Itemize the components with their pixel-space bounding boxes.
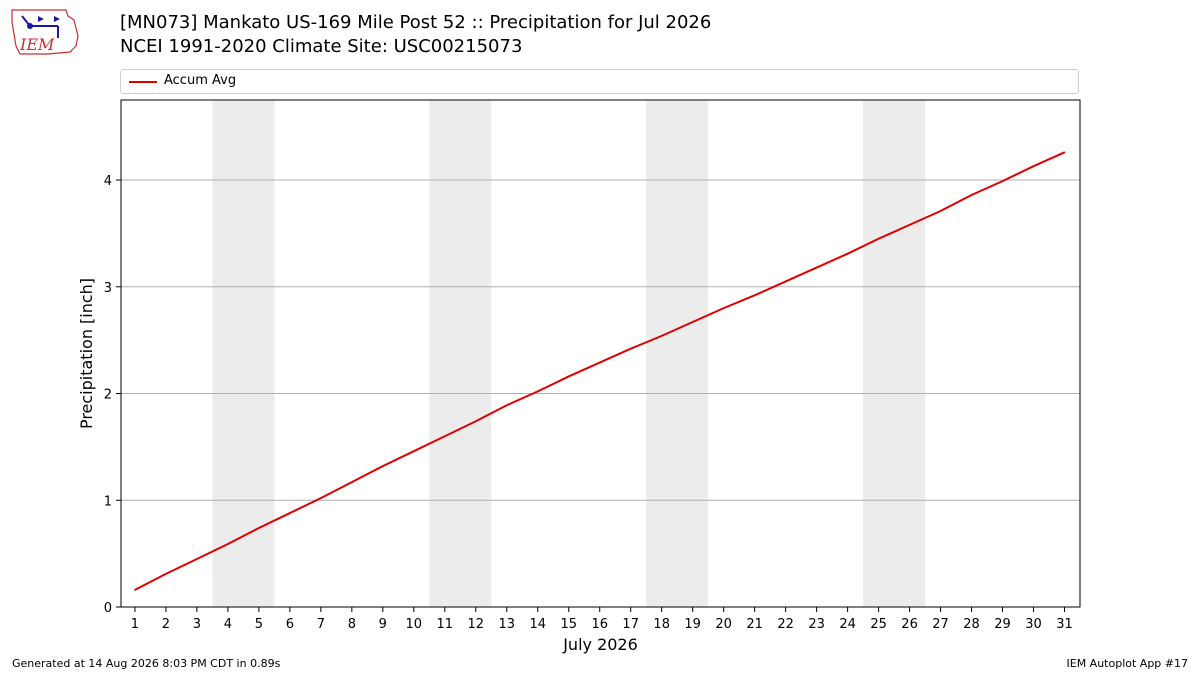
x-tick-label: 7: [317, 617, 325, 632]
x-tick-label: 4: [224, 617, 232, 632]
x-tick-label: 25: [870, 617, 887, 632]
x-tick-label: 8: [348, 617, 356, 632]
x-tick-label: 29: [994, 617, 1011, 632]
legend-swatch: [129, 81, 157, 83]
data-point: [536, 390, 539, 393]
x-tick-label: 2: [162, 617, 170, 632]
data-point: [691, 321, 694, 323]
x-tick-label: 28: [963, 617, 980, 632]
data-point: [505, 404, 508, 407]
data-point: [722, 307, 725, 309]
x-tick-label: 11: [437, 617, 454, 632]
data-point: [351, 481, 353, 483]
x-tick-label: 26: [901, 617, 918, 632]
legend: Accum Avg: [120, 69, 1079, 94]
data-point: [629, 347, 632, 350]
data-point: [567, 375, 570, 378]
data-point: [846, 252, 849, 255]
data-point: [1032, 165, 1035, 167]
data-point: [753, 294, 756, 297]
footer-generated: Generated at 14 Aug 2026 8:03 PM CDT in …: [12, 657, 281, 670]
x-tick-label: 14: [529, 617, 546, 632]
weekend-band: [429, 100, 492, 607]
x-axis-label: July 2026: [562, 635, 638, 654]
footer-app: IEM Autoplot App #17: [1066, 657, 1189, 670]
x-tick-label: 24: [839, 617, 856, 632]
y-tick-label: 1: [104, 494, 112, 509]
data-point: [877, 237, 880, 240]
x-tick-label: 9: [379, 617, 387, 632]
x-tick-label: 23: [808, 617, 825, 632]
data-point: [970, 194, 973, 196]
weekend-band: [212, 100, 275, 607]
x-tick-label: 1: [131, 617, 139, 632]
x-tick-label: 5: [255, 617, 263, 632]
data-point: [474, 420, 477, 423]
data-point: [196, 558, 198, 560]
x-tick-label: 21: [746, 617, 763, 632]
y-tick-label: 0: [104, 601, 112, 616]
data-point: [227, 543, 229, 545]
y-axis-label: Precipitation [inch]: [77, 278, 96, 429]
x-tick-label: 16: [591, 617, 608, 632]
data-point: [413, 450, 415, 452]
data-point: [1001, 180, 1004, 182]
data-point: [382, 465, 384, 467]
data-point: [320, 497, 322, 499]
y-tick-label: 3: [104, 281, 112, 296]
data-point: [815, 266, 818, 269]
y-tick-label: 4: [104, 174, 112, 189]
x-tick-label: 12: [468, 617, 485, 632]
data-point: [598, 361, 601, 364]
x-tick-label: 30: [1025, 617, 1042, 632]
data-point: [289, 512, 291, 514]
x-tick-label: 6: [286, 617, 294, 632]
x-tick-label: 22: [777, 617, 794, 632]
x-tick-label: 17: [622, 617, 639, 632]
data-point: [165, 573, 167, 575]
x-tick-label: 3: [193, 617, 201, 632]
data-point: [443, 435, 446, 438]
x-tick-label: 27: [932, 617, 949, 632]
data-point: [1063, 151, 1066, 154]
weekend-band: [863, 100, 926, 607]
x-tick-label: 18: [653, 617, 670, 632]
x-tick-label: 13: [498, 617, 515, 632]
data-point: [939, 210, 942, 212]
y-tick-label: 2: [104, 388, 112, 403]
x-tick-label: 15: [560, 617, 577, 632]
plot-frame: [120, 99, 1081, 608]
x-tick-label: 31: [1056, 617, 1073, 632]
iem-logo: IEM: [11, 9, 79, 55]
chart-subtitle: NCEI 1991-2020 Climate Site: USC00215073: [120, 36, 523, 57]
data-point: [660, 335, 663, 337]
chart-title: [MN073] Mankato US-169 Mile Post 52 :: P…: [120, 12, 712, 33]
weekend-band: [646, 100, 709, 607]
logo-text: IEM: [19, 35, 55, 54]
data-point: [908, 224, 911, 226]
legend-label: Accum Avg: [164, 73, 237, 88]
data-point: [258, 527, 260, 529]
data-point: [784, 280, 787, 283]
data-point: [134, 589, 136, 591]
x-tick-label: 20: [715, 617, 732, 632]
x-tick-label: 19: [684, 617, 701, 632]
x-tick-label: 10: [406, 617, 423, 632]
